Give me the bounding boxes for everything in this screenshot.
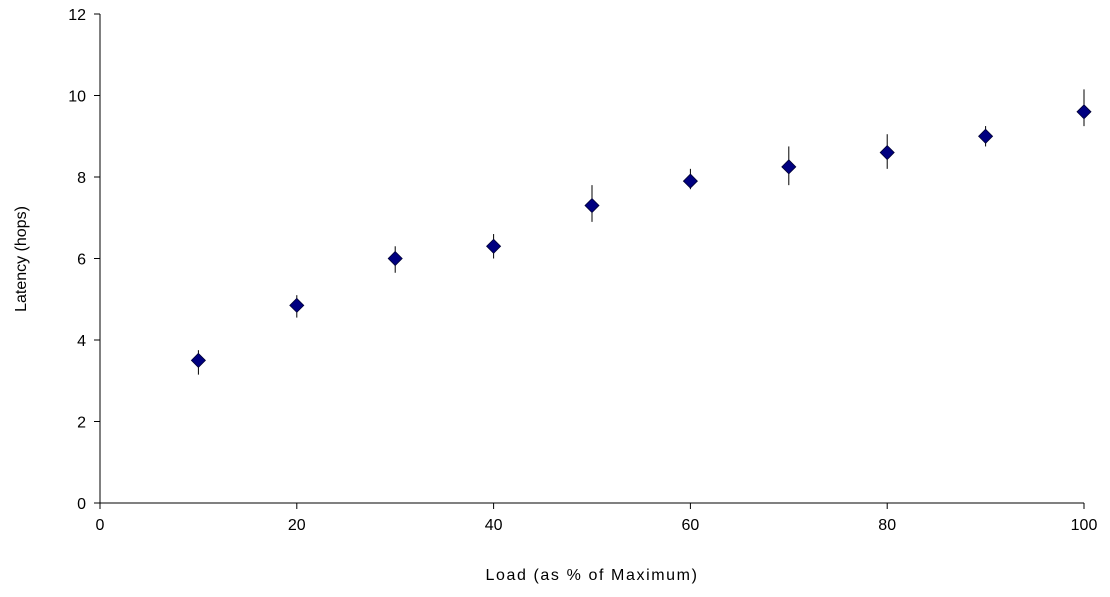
y-tick-label: 0 bbox=[77, 496, 86, 513]
data-point bbox=[584, 197, 600, 214]
x-tick-label: 80 bbox=[878, 517, 896, 534]
data-point bbox=[1076, 104, 1092, 120]
y-tick-label: 2 bbox=[77, 415, 86, 432]
y-tick-label: 10 bbox=[68, 89, 86, 106]
data-point bbox=[781, 159, 797, 175]
y-tick-label: 12 bbox=[68, 7, 86, 24]
x-tick-label: 40 bbox=[485, 517, 503, 534]
data-point bbox=[289, 297, 305, 313]
axes bbox=[94, 13, 1085, 509]
data-point bbox=[387, 250, 403, 267]
data-point bbox=[682, 173, 698, 189]
y-tick-label: 4 bbox=[77, 333, 86, 350]
data-point bbox=[978, 128, 994, 144]
x-tick-label: 60 bbox=[682, 517, 700, 534]
x-axis-title: Load (as % of Maximum) bbox=[485, 567, 698, 584]
data-point bbox=[879, 144, 895, 161]
x-tick-label: 0 bbox=[96, 517, 105, 534]
y-tick-label: 8 bbox=[77, 170, 86, 187]
data-point bbox=[190, 352, 206, 368]
tick-labels: 0 2 4 6 8 10 12 0 20 40 60 80 100 bbox=[68, 7, 1097, 534]
y-tick-label: 6 bbox=[77, 252, 86, 269]
y-axis-title: Latency (hops) bbox=[13, 206, 30, 312]
x-tick-label: 20 bbox=[288, 517, 306, 534]
data-point bbox=[486, 238, 502, 254]
x-tick-label: 100 bbox=[1071, 517, 1098, 534]
data-points bbox=[190, 104, 1092, 368]
error-bars bbox=[197, 89, 1085, 375]
